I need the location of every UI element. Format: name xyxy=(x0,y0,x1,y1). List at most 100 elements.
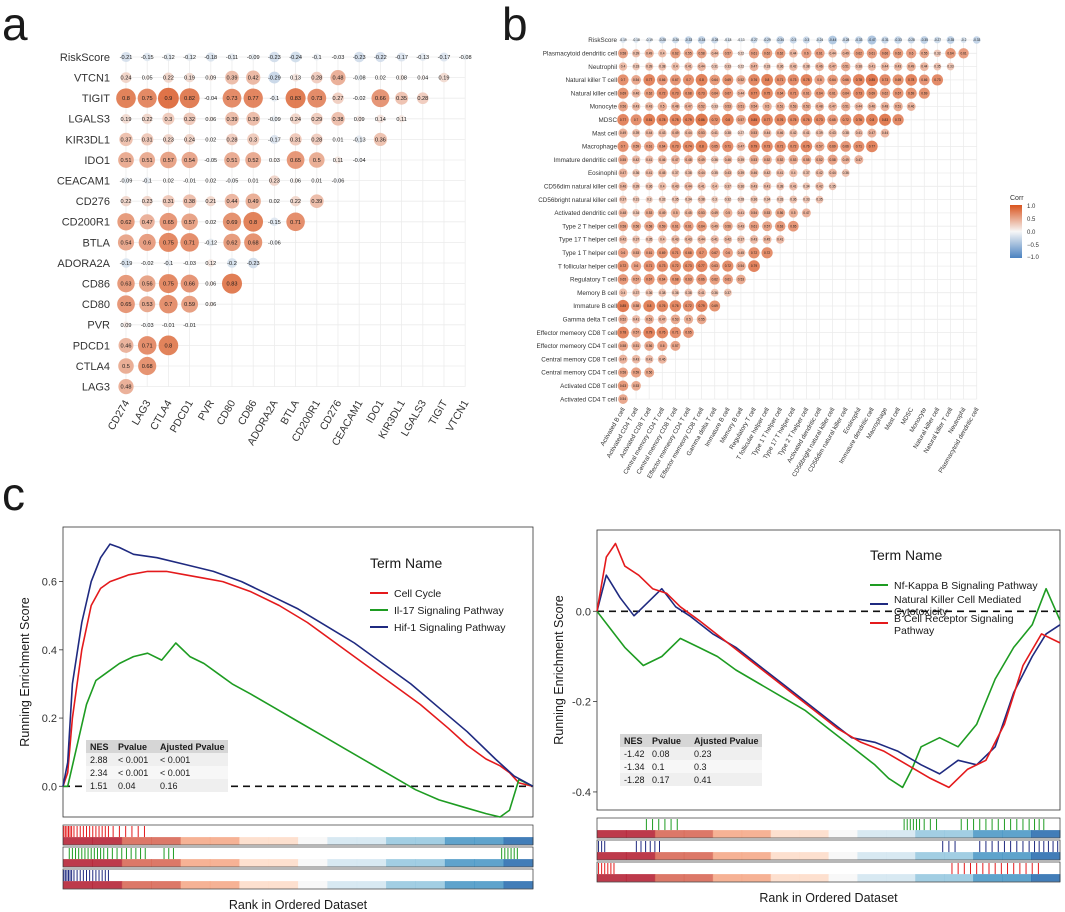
corr-value-label: 0.49 xyxy=(843,158,849,162)
corr-value-label: -0.19 xyxy=(619,38,626,42)
corr-circle xyxy=(180,233,199,252)
corr-value-label: 0.53 xyxy=(633,384,639,388)
corr-value-label: 0.6 xyxy=(660,344,665,348)
corr-value-label: -0.21 xyxy=(120,55,133,61)
corr-value-label: 0.56 xyxy=(142,282,153,288)
corr-circle xyxy=(775,128,785,138)
corr-value-label: -0.33 xyxy=(855,38,862,42)
rank-strip-segment xyxy=(63,881,93,889)
corr-circle xyxy=(632,169,641,177)
corr-value-label: 0.44 xyxy=(712,51,718,55)
corr-circle xyxy=(120,72,132,83)
corr-circle xyxy=(815,168,824,178)
row-label: Regulatory T cell xyxy=(570,277,617,284)
corr-value-label: 0.85 xyxy=(751,118,757,122)
corr-circle xyxy=(206,52,216,62)
corr-value-label: 0.39 xyxy=(311,199,322,205)
row-label: Activated CD4 T cell xyxy=(560,396,617,403)
corr-circle xyxy=(879,88,891,99)
corr-circle xyxy=(709,87,720,99)
corr-value-label: 0.7 xyxy=(699,251,704,255)
rank-strip-segment xyxy=(1031,830,1061,838)
corr-value-label: 0.09 xyxy=(354,117,365,123)
corr-circle xyxy=(187,178,193,184)
panel-label-b: b xyxy=(502,0,528,50)
corr-circle xyxy=(697,182,706,191)
table-header-cell: NES xyxy=(624,736,643,746)
corr-value-label: -0.04 xyxy=(353,158,366,164)
corr-value-label: 0.34 xyxy=(633,211,639,215)
corr-value-label: 0.52 xyxy=(248,158,259,164)
corr-value-label: 0.04 xyxy=(417,76,428,82)
corr-circle xyxy=(208,301,214,307)
corr-value-label: -0.28 xyxy=(659,38,666,42)
rank-strip-segment xyxy=(298,837,328,845)
corr-value-label: 0.79 xyxy=(751,145,757,149)
corr-circle xyxy=(854,102,864,111)
corr-legend-tick-4: −0.5 xyxy=(1027,243,1040,249)
corr-value-label: 0.8 xyxy=(765,78,770,82)
corr-circle xyxy=(801,101,812,112)
corr-value-label: 0.61 xyxy=(685,224,691,228)
corr-circle xyxy=(631,182,641,191)
corr-value-label: 0.55 xyxy=(620,158,626,162)
corr-circle xyxy=(879,74,891,86)
rank-strip-frame xyxy=(62,868,534,890)
corr-circle xyxy=(165,322,171,328)
corr-value-label: 0.75 xyxy=(163,240,174,246)
y-tick-label: -0.2 xyxy=(572,697,591,709)
corr-value-label: 0.43 xyxy=(659,131,665,135)
corr-circle xyxy=(920,36,929,44)
corr-circle xyxy=(684,36,693,44)
corr-circle xyxy=(163,72,174,83)
corr-value-label: 0.64 xyxy=(659,278,665,282)
corr-circle xyxy=(749,181,759,191)
corr-value-label: 0.31 xyxy=(142,137,153,143)
corr-value-label: 0.68 xyxy=(685,251,691,255)
rank-strip-segment xyxy=(327,881,358,889)
table-cell: 0.17 xyxy=(652,775,670,785)
corr-value-label: 0.47 xyxy=(829,105,835,109)
corr-value-label: 0.44 xyxy=(685,184,691,188)
corr-value-label: 0.43 xyxy=(672,238,678,242)
corr-circle xyxy=(616,299,630,313)
corr-circle xyxy=(669,247,681,259)
legend-label: Cell Cycle xyxy=(394,588,441,600)
corr-value-label: 0.6 xyxy=(817,78,822,82)
corr-value-label: -0.34 xyxy=(777,38,784,42)
corr-value-label: 0.46 xyxy=(816,65,822,69)
corr-value-label: 0.55 xyxy=(685,51,691,55)
corr-value-label: 0.76 xyxy=(659,304,665,308)
corr-circle xyxy=(291,73,300,82)
corr-circle xyxy=(722,274,733,285)
corr-value-label: 0.36 xyxy=(790,198,796,202)
corr-value-label: 0.73 xyxy=(672,145,678,149)
corr-value-label: 0.7 xyxy=(686,78,691,82)
corr-circle xyxy=(749,168,759,178)
corr-circle xyxy=(117,234,135,251)
corr-value-label: 0.36 xyxy=(375,137,386,143)
corr-value-label: 0.47 xyxy=(672,158,678,162)
rank-strip-segment xyxy=(1002,852,1032,860)
corr-circle xyxy=(775,207,786,218)
corr-value-label: 0.53 xyxy=(738,278,744,282)
rank-strip-segment xyxy=(1031,852,1061,860)
corr-value-label: -0.2 xyxy=(227,261,237,267)
corr-circle xyxy=(853,140,865,152)
corr-circle xyxy=(631,141,642,152)
corr-value-label: 0.42 xyxy=(725,238,731,242)
corr-value-label: 0.33 xyxy=(712,105,718,109)
corr-value-label: 0.49 xyxy=(248,199,259,205)
corr-value-label: 0.34 xyxy=(803,184,809,188)
rank-strip-segment xyxy=(63,859,93,867)
corr-value-label: 0.47 xyxy=(620,357,626,361)
corr-value-label: 0.57 xyxy=(633,331,639,335)
corr-value-label: 0.43 xyxy=(646,105,652,109)
row-label: CD56bright natural killer cell xyxy=(538,197,617,204)
corr-circle xyxy=(646,37,653,43)
corr-circle xyxy=(789,128,798,138)
corr-value-label: 0.77 xyxy=(646,78,652,82)
table-row-bg xyxy=(86,779,228,792)
corr-value-label: 0.6 xyxy=(621,251,626,255)
corr-value-label: -0.29 xyxy=(763,38,770,42)
